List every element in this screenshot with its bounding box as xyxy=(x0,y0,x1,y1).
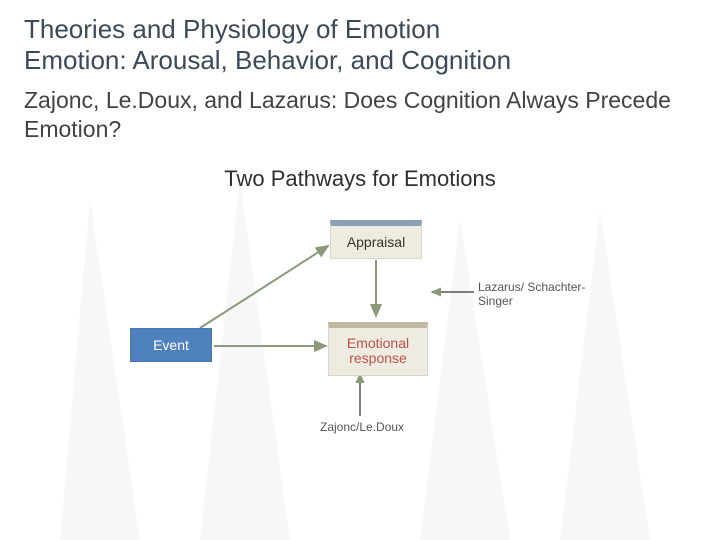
section-title: Two Pathways for Emotions xyxy=(0,166,720,192)
slide-subtitle: Zajonc, Le.Doux, and Lazarus: Does Cogni… xyxy=(0,80,720,144)
node-event: Event xyxy=(130,328,212,362)
label-zajonc-ledoux: Zajonc/Le.Doux xyxy=(320,420,404,434)
label-lazarus-schachter-singer: Lazarus/ Schachter-Singer xyxy=(478,280,588,309)
pathways-diagram: Event Appraisal Emotional response Lazar… xyxy=(130,210,590,470)
node-appraisal: Appraisal xyxy=(330,220,422,259)
slide-header: Theories and Physiology of Emotion Emoti… xyxy=(0,0,720,80)
title-line-2: Emotion: Arousal, Behavior, and Cognitio… xyxy=(24,45,696,76)
title-line-1: Theories and Physiology of Emotion xyxy=(24,14,696,45)
node-response: Emotional response xyxy=(328,322,428,376)
